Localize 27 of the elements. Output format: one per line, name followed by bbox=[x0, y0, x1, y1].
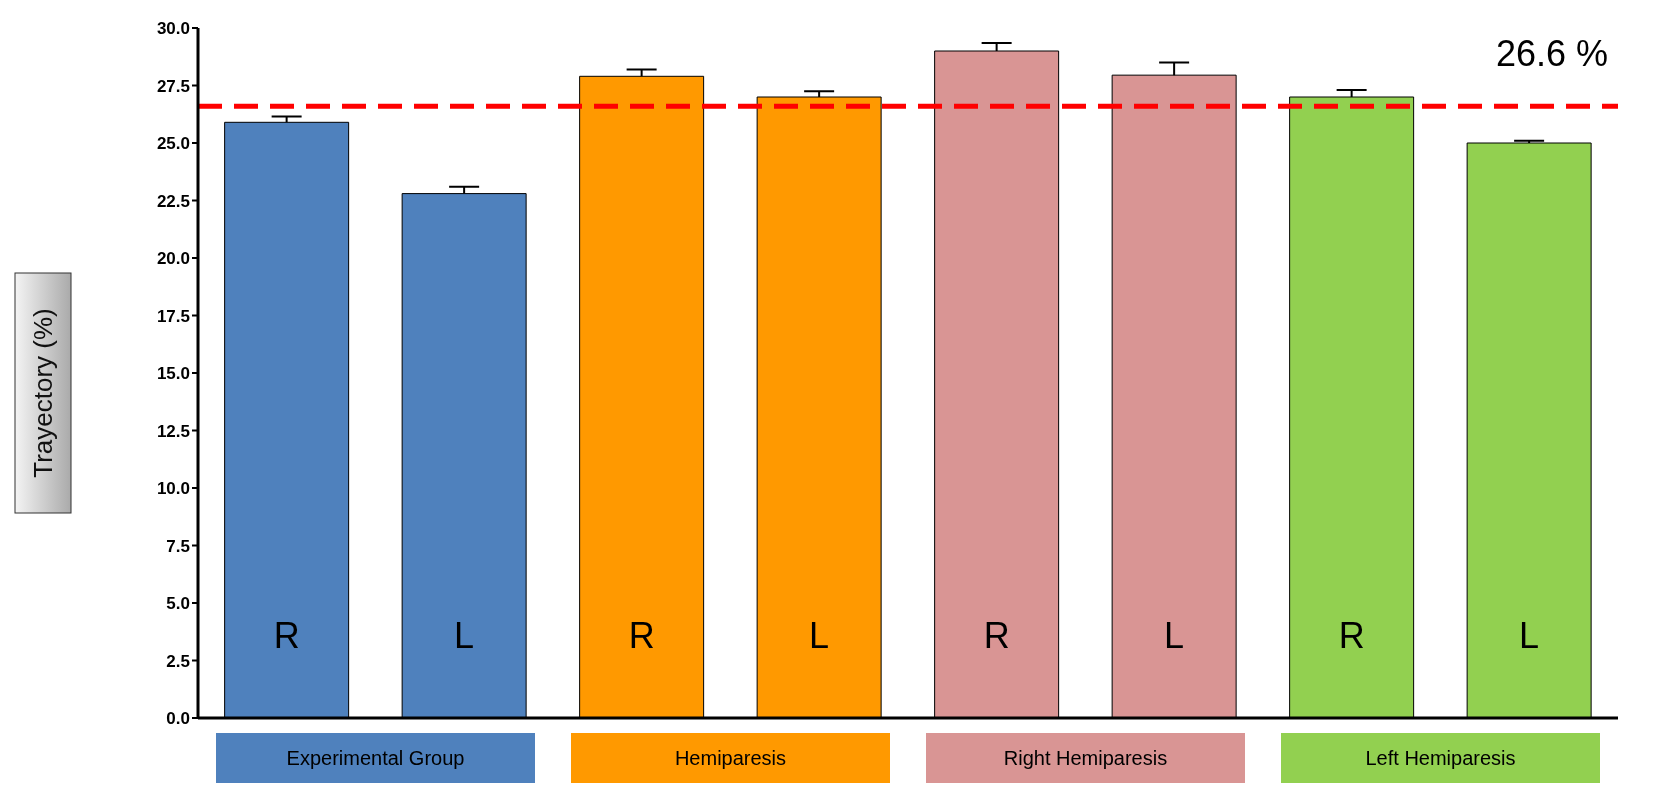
x-tick-label: R bbox=[273, 615, 300, 656]
x-tick-label: L bbox=[809, 615, 830, 656]
y-tick-label: 25.0 bbox=[156, 134, 190, 154]
y-tick-label: 17.5 bbox=[156, 306, 190, 326]
y-axis-title: Trayectory (%) bbox=[28, 308, 58, 478]
x-tick-label: L bbox=[1164, 615, 1185, 656]
x-tick-label: R bbox=[983, 615, 1010, 656]
x-tick-label: L bbox=[454, 615, 475, 656]
y-tick-label: 2.5 bbox=[166, 651, 190, 671]
y-tick-label: 30.0 bbox=[156, 19, 190, 39]
text: Right Hemiparesis bbox=[925, 733, 1246, 783]
text: Left Hemiparesis bbox=[1280, 733, 1601, 783]
x-tick-label: R bbox=[628, 615, 655, 656]
y-tick-label: 0.0 bbox=[166, 709, 190, 729]
y-tick-label: 15.0 bbox=[156, 364, 190, 384]
y-tick-label: 22.5 bbox=[156, 191, 190, 211]
x-tick-label: R bbox=[1338, 615, 1365, 656]
text: Hemiparesis bbox=[570, 733, 891, 783]
y-tick-label: 10.0 bbox=[156, 479, 190, 499]
text: Experimental Group bbox=[215, 733, 536, 783]
y-tick-label: 7.5 bbox=[166, 536, 190, 556]
y-tick-label: 20.0 bbox=[156, 249, 190, 269]
x-tick-label: L bbox=[1519, 615, 1540, 656]
ref-line-label: 26.6 % bbox=[1495, 33, 1608, 75]
y-tick-label: 5.0 bbox=[166, 594, 190, 614]
y-tick-label: 27.5 bbox=[156, 76, 190, 96]
y-tick-label: 12.5 bbox=[156, 421, 190, 441]
